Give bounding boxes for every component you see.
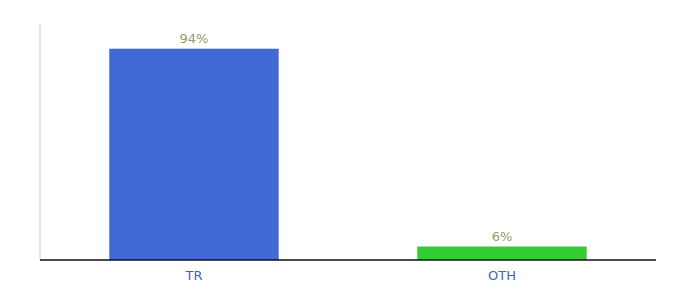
y-axis-line bbox=[40, 24, 41, 260]
chart-svg: 94% 6% TR OTH bbox=[0, 0, 680, 300]
bars bbox=[109, 49, 586, 260]
x-axis-line bbox=[40, 259, 656, 261]
bar bbox=[109, 49, 278, 260]
data-label: 6% bbox=[492, 229, 513, 244]
bar bbox=[417, 247, 586, 260]
x-tick-label: OTH bbox=[488, 268, 516, 283]
chart-container: 94% 6% TR OTH bbox=[0, 0, 680, 300]
data-label: 94% bbox=[180, 31, 209, 46]
x-tick-label: TR bbox=[185, 268, 203, 283]
